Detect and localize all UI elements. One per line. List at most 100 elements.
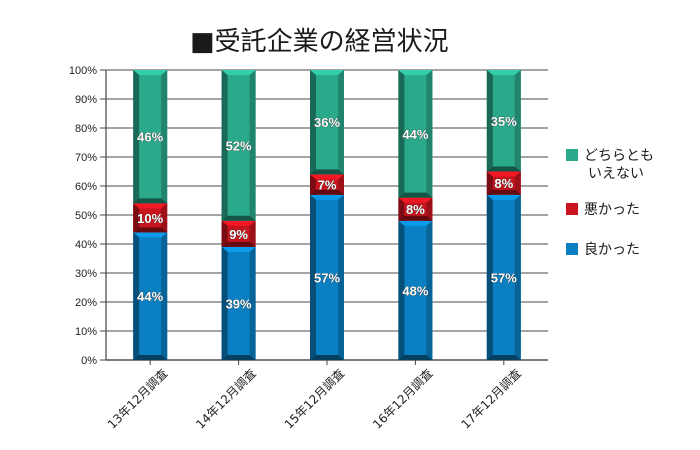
bar-bevel-left xyxy=(133,70,140,204)
bar-bevel-bottom xyxy=(486,189,521,195)
bar-bevel-right xyxy=(514,70,521,172)
bar-segment: 8% xyxy=(398,197,433,221)
bar-bevel-top xyxy=(398,70,433,75)
bar-bevel-right xyxy=(249,70,256,221)
data-label: 39% xyxy=(226,296,252,311)
bar-bevel-top xyxy=(310,194,344,200)
bar-bevel-right xyxy=(338,174,344,195)
bar-bevel-bottom xyxy=(133,198,168,204)
legend-item: 良かった xyxy=(566,242,640,258)
bar-bevel-right xyxy=(426,197,433,221)
bar-bevel-right xyxy=(426,220,433,360)
chart-title: ■受託企業の経営状況 xyxy=(190,27,449,57)
data-label: 46% xyxy=(137,130,163,145)
bar-face xyxy=(310,174,344,195)
bar-bevel-right xyxy=(161,70,168,204)
bar-segment: 57% xyxy=(486,194,521,360)
bar-bevel-bottom xyxy=(398,215,433,221)
data-label: 8% xyxy=(494,176,513,191)
bar-bevel-right xyxy=(338,70,344,175)
bar-bevel-left xyxy=(310,174,316,195)
bar-bevel-top xyxy=(310,174,344,180)
x-tick-label: 16年12月調査 xyxy=(370,366,435,431)
y-tick-label: 0% xyxy=(81,355,97,367)
bar-bevel-top xyxy=(133,203,168,209)
legend-label: 悪かった xyxy=(584,202,640,218)
bar-bevel-left xyxy=(133,203,140,233)
bar-bevel-left xyxy=(398,197,405,221)
bar-bevel-top xyxy=(133,70,168,75)
bar-bevel-bottom xyxy=(221,355,256,360)
bar-segment: 44% xyxy=(133,232,168,360)
data-label: 7% xyxy=(318,178,337,193)
bar-bevel-bottom xyxy=(221,215,256,221)
y-tick-label: 10% xyxy=(75,326,97,338)
bar-bevel-right xyxy=(161,203,168,233)
bar-bevel-top xyxy=(221,70,256,75)
data-label: 36% xyxy=(314,115,340,130)
bars: 44% 10% 46% 39% 9% 52% 57% 7% 36% 48% 8% 44% 57% 8% 35… xyxy=(133,70,521,360)
bar-bevel-bottom xyxy=(398,355,433,360)
bar-bevel-right xyxy=(249,246,256,360)
bar-bevel-left xyxy=(310,194,316,360)
bar-segment: 57% xyxy=(310,194,344,360)
y-tick-label: 20% xyxy=(75,297,97,309)
bar-bevel-right xyxy=(161,232,168,360)
bar-bevel-top xyxy=(398,197,433,203)
bar-bevel-top xyxy=(221,246,256,252)
data-label: 57% xyxy=(314,270,340,285)
bar-bevel-right xyxy=(249,220,256,247)
y-tick-label: 60% xyxy=(75,181,97,193)
legend-label: いえない xyxy=(588,166,644,182)
x-tick-label: 17年12月調査 xyxy=(458,366,523,431)
bar-bevel-left xyxy=(133,232,140,360)
bar-bevel-bottom xyxy=(310,355,344,360)
bar-bevel-left xyxy=(310,70,316,175)
bar-bevel-bottom xyxy=(133,227,168,233)
y-tick-label: 100% xyxy=(69,65,97,77)
y-tick-label: 30% xyxy=(75,268,97,280)
bar-bevel-top xyxy=(133,232,168,238)
bar-bevel-bottom xyxy=(486,355,521,360)
bar-bevel-top xyxy=(486,194,521,200)
bar-bevel-right xyxy=(426,70,433,198)
bar-bevel-left xyxy=(398,220,405,360)
y-tick-label: 50% xyxy=(75,210,97,222)
y-tick-label: 70% xyxy=(75,152,97,164)
bar-bevel-top xyxy=(486,70,521,75)
legend-item: 悪かった xyxy=(566,202,640,218)
x-tick-label: 15年12月調査 xyxy=(282,366,347,431)
y-tick-label: 40% xyxy=(75,239,97,251)
data-label: 8% xyxy=(406,202,425,217)
bar-bevel-bottom xyxy=(398,192,433,198)
data-label: 35% xyxy=(491,114,517,129)
bar-bevel-left xyxy=(221,246,228,360)
data-label: 57% xyxy=(491,270,517,285)
bar-face xyxy=(486,171,521,195)
data-label: 9% xyxy=(229,227,248,242)
legend-label: どちらとも xyxy=(584,148,654,164)
bar-bevel-left xyxy=(486,171,493,195)
bar-segment: 48% xyxy=(398,220,433,360)
bar-bevel-bottom xyxy=(486,166,521,172)
bar-bevel-left xyxy=(486,70,493,172)
data-label: 10% xyxy=(137,211,163,226)
bar-face xyxy=(398,197,433,221)
data-label: 48% xyxy=(402,283,428,298)
bar-segment: 9% xyxy=(221,220,256,247)
bar-bevel-right xyxy=(338,194,344,360)
bar-segment: 36% xyxy=(310,70,344,175)
bar-segment: 46% xyxy=(133,70,168,204)
bar-bevel-top xyxy=(398,220,433,226)
bar-bevel-bottom xyxy=(133,355,168,360)
bar-bevel-bottom xyxy=(310,169,344,175)
bar-segment: 10% xyxy=(133,203,168,233)
bar-segment: 52% xyxy=(221,70,256,221)
legend-swatch xyxy=(566,243,578,255)
x-axis-labels: 13年12月調査 14年12月調査 15年12月調査 16年12月調査 17年12月調査 xyxy=(105,360,524,432)
legend-swatch xyxy=(566,203,578,215)
bar-segment: 39% xyxy=(221,246,256,360)
